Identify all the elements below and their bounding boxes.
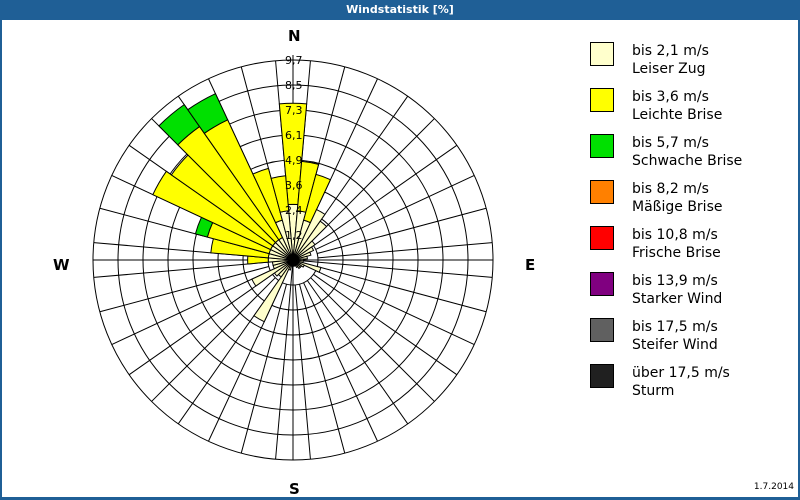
grid-spoke — [93, 261, 269, 278]
grid-spoke — [317, 265, 487, 313]
legend-swatch — [590, 272, 614, 296]
grid-spoke — [306, 280, 409, 425]
grid-spoke — [128, 273, 273, 376]
grid-spoke — [111, 270, 271, 345]
grid-spoke — [310, 277, 435, 402]
wind-sector — [292, 246, 315, 261]
grid-spoke — [292, 259, 493, 278]
legend-label: Schwache Brise — [632, 153, 743, 169]
radial-tick-label: 8,5 — [285, 79, 303, 92]
grid-spoke — [313, 144, 458, 247]
legend-swatch — [590, 180, 614, 204]
legend-swatch — [590, 364, 614, 388]
date-label: 1.7.2014 — [753, 482, 794, 492]
radial-tick-label: 1,2 — [285, 229, 303, 242]
legend-range: bis 8,2 m/s — [632, 181, 709, 197]
wind-sector — [251, 259, 294, 287]
grid-spoke — [317, 242, 493, 259]
radial-tick-label: 9,7 — [285, 54, 303, 67]
legend-swatch — [590, 134, 614, 158]
legend-range: bis 3,6 m/s — [632, 89, 709, 105]
grid-spoke — [298, 284, 346, 454]
grid-spoke — [313, 273, 458, 376]
legend-label: Sturm — [632, 383, 675, 399]
legend-range: bis 2,1 m/s — [632, 43, 709, 59]
compass-west: W — [53, 256, 70, 274]
wind-sector — [252, 167, 283, 224]
radial-tick-label: 7,3 — [285, 104, 303, 117]
grid-spoke — [317, 207, 487, 255]
legend-range: über 17,5 m/s — [632, 365, 730, 381]
grid-spoke — [315, 175, 475, 250]
compass-east: E — [525, 256, 536, 274]
wind-sector — [296, 160, 320, 213]
legend-range: bis 10,8 m/s — [632, 227, 718, 243]
window-title: Windstatistik [%] — [0, 0, 800, 20]
legend-swatch — [590, 226, 614, 250]
legend-label: Leichte Brise — [632, 107, 723, 123]
compass-south: S — [289, 480, 300, 498]
wind-sector — [253, 259, 294, 323]
radial-tick-label: 6,1 — [285, 129, 303, 142]
wind-sector — [292, 208, 326, 261]
grid-spoke — [294, 284, 311, 460]
legend-label: Starker Wind — [632, 291, 723, 307]
wind-sector — [303, 173, 332, 224]
wind-sector — [292, 220, 328, 261]
legend-swatch — [590, 318, 614, 342]
grid-spoke — [303, 282, 378, 442]
grid-spoke — [99, 265, 269, 313]
chart-panel — [2, 20, 798, 497]
legend-label: Steifer Wind — [632, 337, 718, 353]
center-hub — [289, 256, 297, 264]
legend-label: Leiser Zug — [632, 61, 706, 77]
legend-range: bis 17,5 m/s — [632, 319, 718, 335]
legend-swatch — [590, 88, 614, 112]
window-bottom-border — [0, 497, 800, 500]
grid-spoke — [315, 270, 475, 345]
grid-spoke — [240, 284, 288, 454]
radial-tick-label: 2,4 — [285, 204, 303, 217]
legend-range: bis 13,9 m/s — [632, 273, 718, 289]
radial-tick-label: 4,9 — [285, 154, 303, 167]
grid-spoke — [275, 259, 294, 460]
radial-tick-label: 3,6 — [285, 179, 303, 192]
wind-sector — [158, 103, 201, 146]
legend-swatch — [590, 42, 614, 66]
wind-sector — [292, 251, 312, 261]
wind-sector — [270, 175, 290, 213]
compass-north: N — [288, 27, 301, 45]
wind-sector — [292, 240, 316, 261]
wind-sector — [187, 93, 229, 135]
legend-range: bis 5,7 m/s — [632, 135, 709, 151]
grid-spoke — [151, 277, 276, 402]
legend-label: Mäßige Brise — [632, 199, 723, 215]
wind-sector — [152, 170, 274, 251]
legend-label: Frische Brise — [632, 245, 721, 261]
grid-spoke — [310, 118, 435, 243]
